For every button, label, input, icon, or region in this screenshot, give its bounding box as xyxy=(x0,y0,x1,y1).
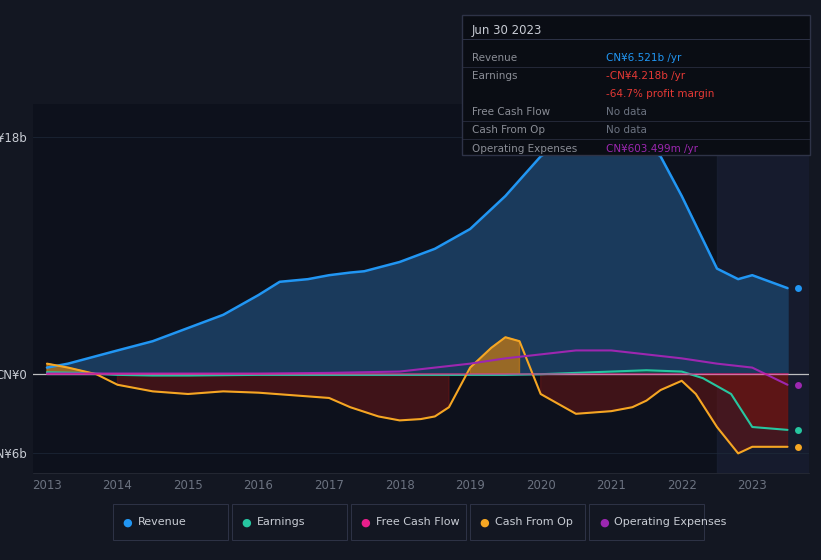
Text: Earnings: Earnings xyxy=(472,71,517,81)
Text: -CN¥4.218b /yr: -CN¥4.218b /yr xyxy=(606,71,685,81)
Text: Cash From Op: Cash From Op xyxy=(494,517,572,527)
Text: Operating Expenses: Operating Expenses xyxy=(472,143,577,153)
Text: Free Cash Flow: Free Cash Flow xyxy=(472,107,550,117)
Text: Cash From Op: Cash From Op xyxy=(472,125,545,136)
Text: No data: No data xyxy=(606,107,647,117)
Text: ●: ● xyxy=(361,517,370,527)
Text: CN¥6.521b /yr: CN¥6.521b /yr xyxy=(606,53,681,63)
Text: ●: ● xyxy=(599,517,608,527)
Text: CN¥603.499m /yr: CN¥603.499m /yr xyxy=(606,143,698,153)
Text: Jun 30 2023: Jun 30 2023 xyxy=(472,24,542,37)
Text: -64.7% profit margin: -64.7% profit margin xyxy=(606,89,714,99)
Text: Revenue: Revenue xyxy=(472,53,517,63)
Bar xyxy=(717,104,821,473)
Text: Earnings: Earnings xyxy=(257,517,305,527)
Text: ●: ● xyxy=(123,517,132,527)
Text: Operating Expenses: Operating Expenses xyxy=(614,517,726,527)
Text: ●: ● xyxy=(241,517,251,527)
Text: No data: No data xyxy=(606,125,647,136)
Text: ●: ● xyxy=(479,517,489,527)
Text: Free Cash Flow: Free Cash Flow xyxy=(376,517,459,527)
Text: Revenue: Revenue xyxy=(138,517,186,527)
